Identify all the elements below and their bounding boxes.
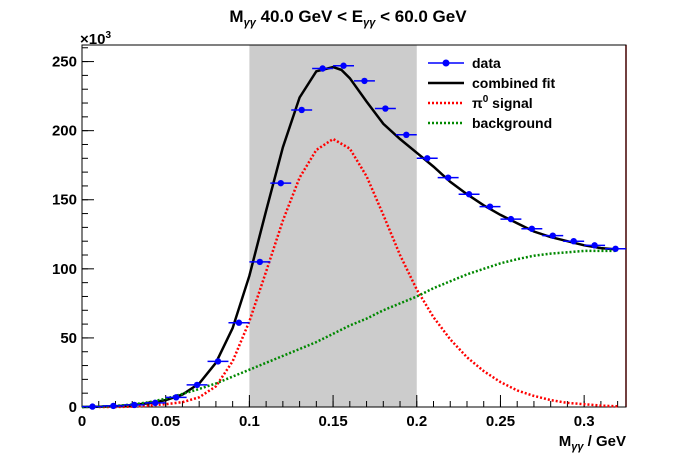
y-tick-label: 250 bbox=[52, 54, 77, 71]
y-tick-label: 0 bbox=[69, 399, 77, 416]
legend-label: combined fit bbox=[472, 75, 556, 91]
data-point bbox=[256, 258, 264, 266]
data-point bbox=[486, 203, 494, 210]
data-point bbox=[298, 106, 305, 114]
y-tick-label: 200 bbox=[52, 123, 77, 140]
data-point bbox=[110, 402, 117, 410]
legend-label: background bbox=[472, 115, 552, 131]
x-tick-label: 0.05 bbox=[151, 413, 180, 430]
y-tick-label: 150 bbox=[52, 192, 77, 209]
data-point bbox=[528, 225, 536, 232]
data-point bbox=[214, 358, 222, 365]
legend-label: π0 signal bbox=[472, 94, 533, 111]
data-point bbox=[444, 174, 452, 181]
x-tick-label: 0.2 bbox=[406, 413, 427, 430]
data-point bbox=[89, 403, 96, 410]
x-tick-label: 0 bbox=[78, 413, 86, 430]
plot-frame bbox=[81, 44, 627, 408]
legend-label: data bbox=[472, 55, 501, 71]
data-point bbox=[340, 62, 347, 69]
data-point bbox=[319, 65, 326, 72]
data-point bbox=[193, 381, 201, 389]
y-tick-label: 50 bbox=[60, 330, 77, 347]
legend-marker-data bbox=[442, 59, 450, 67]
chart-title: Mγγ 40.0 GeV < Eγγ < 60.0 GeV bbox=[229, 7, 467, 29]
data-point bbox=[361, 77, 368, 85]
data-point bbox=[403, 131, 410, 139]
data-point bbox=[507, 215, 515, 223]
x-tick-label: 0.3 bbox=[574, 413, 595, 430]
legend: data combined fit π0 signal background bbox=[428, 55, 556, 131]
data-point bbox=[277, 179, 284, 187]
x-tick-label: 0.1 bbox=[239, 413, 260, 430]
plot-area: 0 0.05 0.1 0.15 0.2 0.25 0.3 0 50 100 150 200 250 bbox=[52, 44, 627, 430]
x-tick-label: 0.15 bbox=[318, 413, 347, 430]
data-point bbox=[549, 232, 556, 239]
x-axis-label: Mγγ / GeV bbox=[559, 433, 626, 453]
data-point bbox=[152, 399, 159, 407]
data-point bbox=[570, 237, 577, 245]
data-point bbox=[235, 319, 243, 326]
data-point bbox=[612, 245, 619, 252]
y-tick-label: 100 bbox=[52, 261, 77, 278]
data-point bbox=[172, 394, 180, 401]
data-point bbox=[424, 155, 431, 162]
x-tick-label: 0.25 bbox=[486, 413, 515, 430]
data-point bbox=[591, 242, 598, 249]
shaded-region bbox=[249, 45, 417, 407]
data-point bbox=[382, 105, 389, 112]
y-axis-multiplier: ×103 bbox=[80, 30, 111, 48]
data-point bbox=[465, 191, 473, 198]
data-point bbox=[131, 401, 138, 409]
